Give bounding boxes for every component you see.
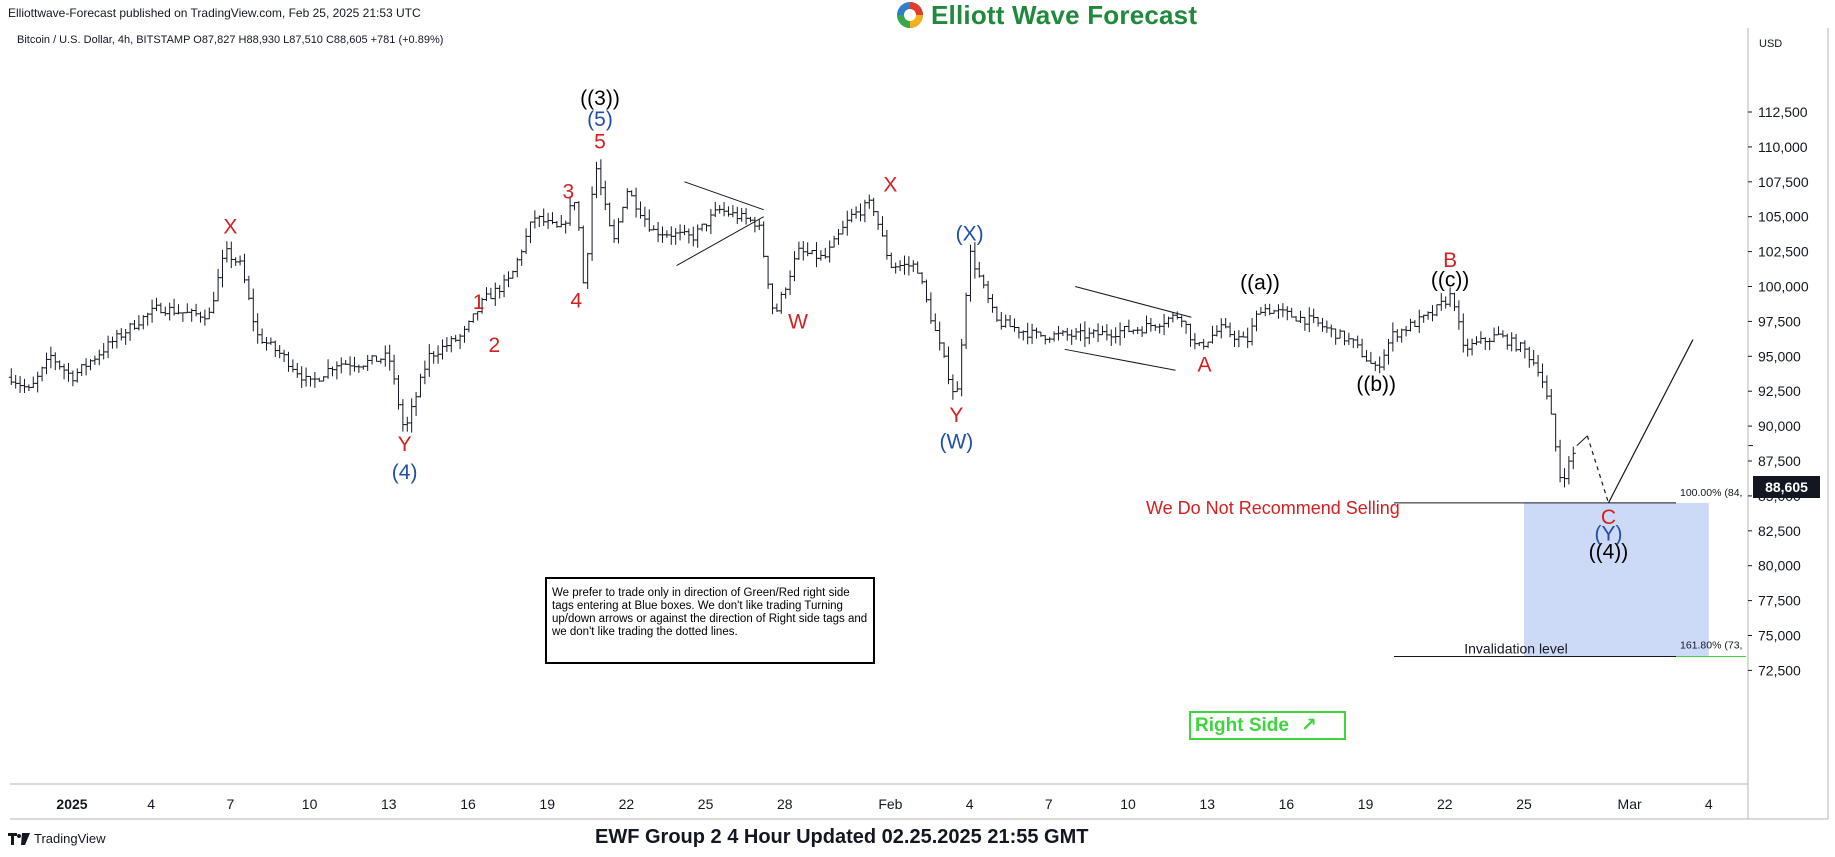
y-tick-label: 110,000 (1758, 139, 1808, 155)
ewf-logo-text: Elliott Wave Forecast (931, 0, 1198, 30)
wave-label: 2 (489, 334, 501, 357)
wave-label: W (788, 310, 808, 333)
x-tick-label: Mar (1618, 796, 1642, 812)
x-tick-label: 10 (302, 796, 318, 812)
x-tick-label: 13 (1199, 796, 1215, 812)
x-tick-label: 2025 (56, 796, 87, 812)
x-tick-label: 25 (1516, 796, 1532, 812)
right-side-label: Right Side (1195, 714, 1289, 736)
wave-label: Y (398, 433, 412, 456)
currency-label: USD (1759, 38, 1783, 50)
triangle-line (1064, 348, 1176, 371)
y-tick-label: 97,500 (1758, 313, 1801, 329)
right-side-tag: Right Side ↗ (1189, 711, 1346, 740)
blue-box-area (1524, 502, 1709, 657)
wave-label: ((a)) (1240, 271, 1280, 294)
arrow-up-right-icon: ↗ (1300, 715, 1317, 736)
wave-label: X (883, 174, 897, 197)
x-tick-label: Feb (878, 796, 902, 812)
wave-label: ((c)) (1431, 269, 1469, 292)
y-tick-label: 82,500 (1758, 523, 1801, 539)
axes-layer: 112,500 110,000 107,500 105,000 102,500 100,0… (10, 28, 1829, 820)
x-tick-label: 7 (1045, 796, 1053, 812)
wave-label: ((b)) (1356, 373, 1396, 396)
x-tick-label: 16 (1279, 796, 1295, 812)
y-tick-label: 87,500 (1758, 453, 1801, 469)
x-tick-label: 4 (966, 796, 974, 812)
fib-box-layer: 100.00% (84, 161.80% (73, Invalidation lev… (1394, 487, 1746, 657)
tradingview-logo: TradingView (8, 831, 106, 846)
trading-note-box: We prefer to trade only in direction of … (545, 577, 875, 664)
y-tick-label: 102,500 (1758, 244, 1809, 260)
wave-label: Y (949, 404, 963, 427)
x-tick-label: 19 (539, 796, 555, 812)
tradingview-icon (8, 832, 30, 845)
candles-layer (8, 159, 1576, 488)
footer-title: EWF Group 2 4 Hour Updated 02.25.2025 21… (595, 826, 1089, 848)
symbol-info: Bitcoin / U.S. Dollar, 4h, BITSTAMP O87,… (17, 34, 444, 46)
wave-label: B (1443, 249, 1457, 272)
fib-100-label: 100.00% (84, (1680, 487, 1742, 499)
x-tick-label: 16 (460, 796, 476, 812)
x-tick-label: 19 (1358, 796, 1374, 812)
wave-label: C (1601, 506, 1616, 529)
projection-dotted-leg (1586, 435, 1610, 504)
ewf-logo: Elliott Wave Forecast (895, 0, 1197, 30)
wave-label: ((3)) (580, 87, 620, 110)
wave-label: 3 (562, 181, 574, 204)
y-tick-label: 80,000 (1758, 558, 1801, 574)
x-tick-label: 7 (227, 796, 235, 812)
trading-note-text: We prefer to trade only in direction of … (552, 587, 868, 638)
y-tick-label: 72,500 (1758, 662, 1801, 678)
y-tick-label: 90,000 (1758, 418, 1801, 434)
y-tick-label: 100,000 (1758, 279, 1809, 295)
projection-up-leg (1576, 435, 1588, 446)
wave-label: A (1198, 354, 1212, 377)
y-tick-label: 95,000 (1758, 348, 1801, 364)
triangle-line (1075, 286, 1192, 318)
wave-label: 5 (594, 130, 606, 153)
y-tick-label: 112,500 (1758, 104, 1808, 120)
invalidation-label: Invalidation level (1464, 640, 1568, 656)
projection-rally-leg (1607, 339, 1694, 504)
y-tick-label: 92,500 (1758, 383, 1801, 399)
x-tick-label: 22 (1437, 796, 1453, 812)
wave-label: (5) (587, 108, 613, 131)
wave-label: (X) (956, 222, 984, 245)
ewf-logo-icon (897, 2, 923, 28)
overlay-layer (676, 181, 1753, 504)
y-tick-label: 107,500 (1758, 174, 1809, 190)
x-tick-label: 22 (619, 796, 635, 812)
no-sell-notice: We Do Not Recommend Selling (1146, 498, 1400, 518)
triangle-line (684, 181, 764, 211)
x-tick-label: 4 (147, 796, 155, 812)
wave-label: (4) (392, 461, 418, 484)
wave-label: 1 (473, 291, 485, 314)
y-tick-label: 105,000 (1758, 209, 1809, 225)
tradingview-text: TradingView (34, 831, 106, 846)
x-tick-label: 13 (381, 796, 397, 812)
wave-label: 4 (570, 289, 582, 312)
wave-label: (W) (939, 430, 973, 453)
y-tick-label: 77,500 (1758, 593, 1801, 609)
wave-labels-layer: XY(4)12345(5)((3))WX(X)Y(W)A((a))((b))B(… (223, 87, 1628, 564)
publisher-line: Elliottwave-Forecast published on Tradin… (8, 6, 421, 20)
triangle-line (676, 216, 764, 266)
wave-label: (Y) (1594, 523, 1622, 546)
x-tick-label: 28 (777, 796, 793, 812)
x-tick-label: 10 (1120, 796, 1136, 812)
x-tick-label: 4 (1705, 796, 1713, 812)
wave-label: X (223, 215, 237, 238)
wave-label: ((4)) (1589, 541, 1629, 564)
fib-161-label: 161.80% (73, (1680, 639, 1742, 651)
last-price-badge: 88,605 (1753, 476, 1820, 498)
x-tick-label: 25 (698, 796, 714, 812)
y-tick-label: 75,000 (1758, 628, 1801, 644)
